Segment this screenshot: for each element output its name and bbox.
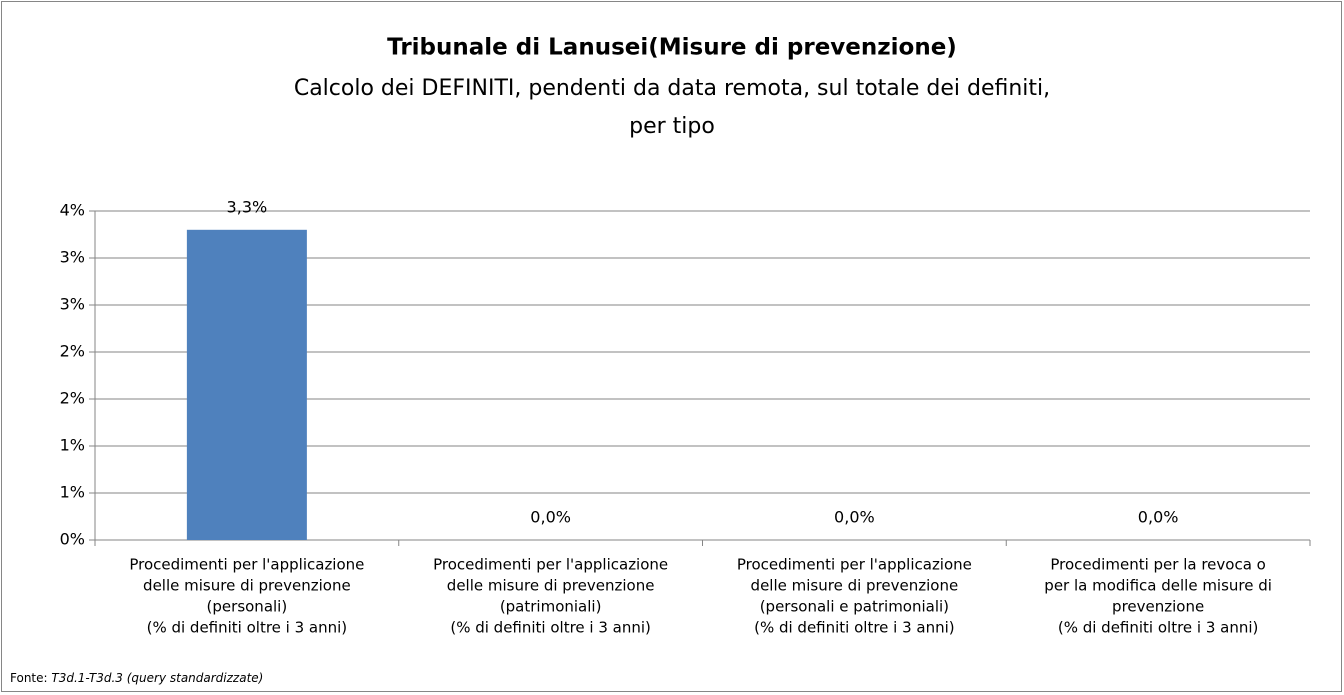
y-tick-label: 3% [60, 295, 85, 314]
y-tick-label: 4% [60, 201, 85, 220]
source-text: T3d.1-T3d.3 (query standardizzate) [51, 671, 263, 685]
x-tick-label: (personali e patrimoniali) [760, 598, 949, 616]
y-tick-label: 0% [60, 530, 85, 549]
x-tick-label: (% di definiti oltre i 3 anni) [754, 619, 955, 637]
x-tick-label: delle misure di prevenzione [751, 577, 959, 595]
data-label: 0,0% [530, 508, 571, 527]
x-tick-label: (% di definiti oltre i 3 anni) [147, 619, 348, 637]
data-label: 3,3% [227, 197, 268, 216]
chart-title: Tribunale di Lanusei(Misure di prevenzio… [387, 35, 957, 61]
y-tick-label: 2% [60, 389, 85, 408]
x-tick-label: Procedimenti per la revoca o [1050, 556, 1265, 574]
y-tick-label: 2% [60, 342, 85, 361]
data-label: 0,0% [1138, 508, 1179, 527]
x-tick-label: (personali) [207, 598, 288, 616]
x-tick-label: (% di definiti oltre i 3 anni) [1058, 619, 1259, 637]
source: Fonte: T3d.1-T3d.3 (query standardizzate… [10, 671, 263, 685]
bar [186, 229, 307, 541]
y-tick-label: 3% [60, 248, 85, 267]
source-prefix: Fonte: [10, 671, 48, 685]
x-tick-label: delle misure di prevenzione [447, 577, 655, 595]
chart-subtitle: per tipo [629, 114, 715, 139]
x-tick-label: Procedimenti per l'applicazione [737, 556, 972, 574]
x-tick-label: Procedimenti per l'applicazione [433, 556, 668, 574]
y-tick-label: 1% [60, 436, 85, 455]
x-tick-label: (% di definiti oltre i 3 anni) [450, 619, 651, 637]
data-label: 0,0% [834, 508, 875, 527]
y-tick-label: 1% [60, 483, 85, 502]
x-tick-label: Procedimenti per l'applicazione [129, 556, 364, 574]
x-tick-label: prevenzione [1112, 598, 1204, 616]
x-tick-label: per la modifica delle misure di [1044, 577, 1272, 595]
x-tick-label: delle misure di prevenzione [143, 577, 351, 595]
x-tick-label: (patrimoniali) [500, 598, 602, 616]
chart-subtitle: Calcolo dei DEFINITI, pendenti da data r… [294, 76, 1050, 101]
